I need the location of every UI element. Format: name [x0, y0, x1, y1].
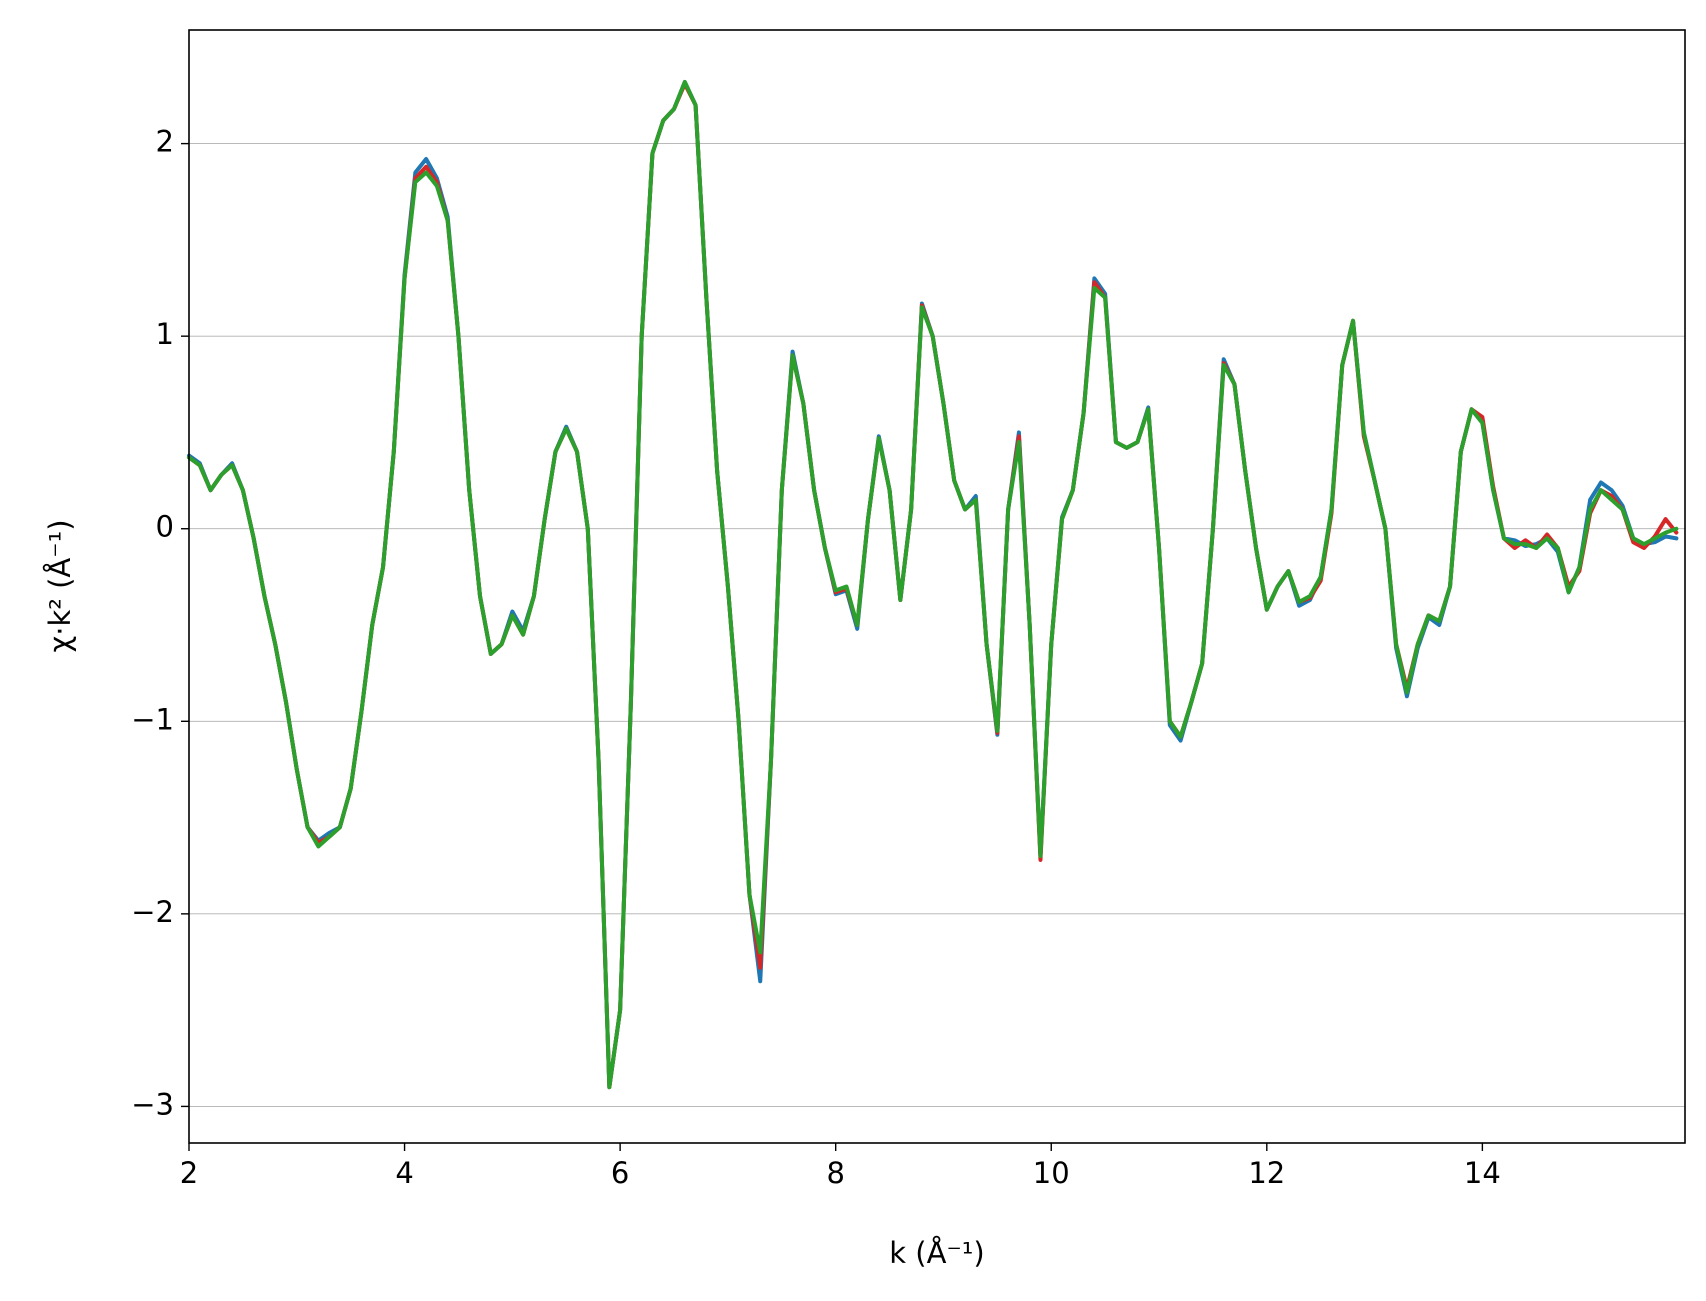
- x-tick-label: 8: [826, 1156, 844, 1190]
- y-tick-label: 0: [156, 510, 174, 544]
- x-tick-label: 4: [395, 1156, 413, 1190]
- y-tick-label: 1: [156, 317, 174, 351]
- y-tick-label: 2: [156, 125, 174, 159]
- data-line: [187, 81, 1679, 1090]
- y-tick-label: −1: [131, 702, 174, 736]
- x-tick-label: 10: [1033, 1156, 1070, 1190]
- x-tick-label: 12: [1248, 1156, 1285, 1190]
- x-tick-label: 2: [180, 1156, 198, 1190]
- data-line: [187, 79, 1679, 1090]
- y-tick-label: −3: [131, 1087, 174, 1121]
- x-tick-label: 14: [1464, 1156, 1501, 1190]
- x-tick-label: 6: [611, 1156, 629, 1190]
- y-tick-label: −2: [131, 895, 174, 929]
- data-line: [187, 79, 1679, 1090]
- x-axis-label: k (Å⁻¹): [889, 1236, 984, 1270]
- y-axis-label: χ·k² (Å⁻¹): [43, 519, 77, 652]
- plot-frame: [188, 29, 1686, 1144]
